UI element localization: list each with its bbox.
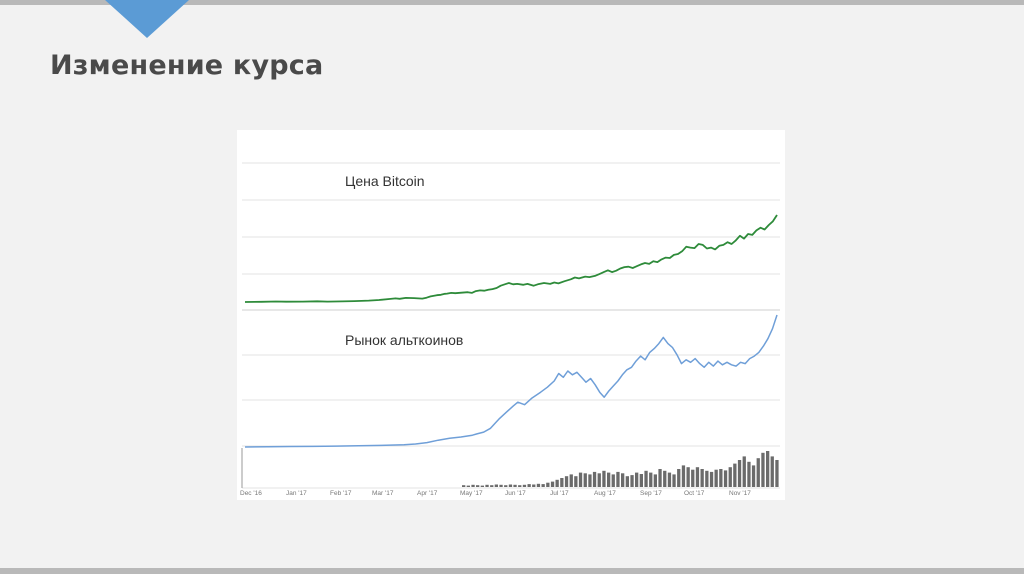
bitcoin-price-line [244, 214, 778, 303]
volume-bar [658, 469, 662, 487]
volume-bar [649, 472, 653, 487]
volume-bar [756, 458, 760, 487]
volume-bar [480, 485, 484, 487]
volume-bar [625, 476, 629, 487]
altcoin-series-label: Рынок альткоинов [345, 332, 463, 348]
x-tick-label: Dec '16 [240, 490, 262, 497]
volume-bar [532, 484, 536, 487]
x-tick-label: Sep '17 [640, 490, 662, 497]
volume-bar [616, 471, 620, 487]
volume-bar [499, 484, 503, 487]
volume-bar [588, 474, 592, 487]
volume-bar [667, 472, 672, 487]
volume-bar [574, 476, 578, 487]
volume-bar [761, 452, 765, 487]
volume-bar [686, 467, 690, 487]
volume-bar [508, 484, 513, 487]
x-tick-label: Aug '17 [594, 490, 616, 497]
x-axis-labels: Dec '16 Jan '17 Feb '17 Mar '17 Apr '17 May '… [240, 490, 751, 497]
volume-bar [695, 467, 700, 487]
volume-bar [630, 475, 634, 487]
volume-bar [578, 472, 583, 487]
altcoin-market-line [244, 314, 778, 448]
volume-bar [550, 481, 555, 487]
x-tick-label: Feb '17 [330, 490, 352, 497]
volume-bars [462, 451, 779, 487]
volume-bar [719, 469, 723, 487]
volume-bar [527, 484, 531, 487]
volume-bar [775, 460, 779, 487]
chart-panel: Цена Bitcoin Рынок альткоинов Dec '16 Jan… [237, 130, 785, 500]
volume-bar [536, 483, 541, 487]
accent-triangle-icon [105, 0, 189, 38]
grid-lines [242, 162, 780, 489]
volume-bar [569, 474, 573, 487]
volume-bar [560, 478, 564, 487]
volume-bar [733, 463, 737, 487]
volume-bar [490, 485, 494, 487]
volume-bar [513, 484, 517, 487]
volume-bar [677, 469, 681, 487]
x-tick-label: Jul '17 [550, 490, 569, 497]
x-tick-label: Oct '17 [684, 490, 705, 497]
volume-bar [607, 472, 611, 487]
volume-bar [700, 469, 704, 487]
volume-bar [663, 470, 667, 487]
volume-bar [611, 474, 615, 487]
volume-bar [546, 482, 550, 487]
volume-bar [494, 484, 498, 487]
volume-bar [714, 469, 718, 487]
volume-bar [635, 472, 639, 487]
x-tick-label: Nov '17 [729, 490, 751, 497]
volume-bar [476, 485, 480, 487]
volume-bar [742, 456, 746, 487]
top-decor-bar [0, 0, 1024, 5]
volume-bar [621, 473, 625, 487]
volume-bar [705, 470, 709, 487]
volume-bar [672, 474, 676, 487]
x-tick-label: Mar '17 [372, 490, 394, 497]
volume-bar [709, 471, 714, 487]
bottom-decor-bar [0, 568, 1024, 574]
volume-bar [737, 460, 742, 487]
x-tick-label: May '17 [460, 490, 483, 497]
volume-bar [602, 470, 606, 487]
volume-bar [681, 465, 686, 487]
x-tick-label: Jan '17 [286, 490, 307, 497]
volume-bar [691, 469, 695, 487]
volume-bar [751, 465, 756, 487]
volume-bar [466, 485, 470, 487]
volume-bar [597, 473, 601, 487]
volume-bar [471, 484, 475, 487]
volume-bar [747, 461, 751, 487]
bitcoin-series-label: Цена Bitcoin [345, 173, 425, 189]
volume-bar [583, 473, 587, 487]
volume-bar [564, 476, 569, 487]
chart-svg: Цена Bitcoin Рынок альткоинов Dec '16 Jan… [240, 162, 780, 497]
volume-bar [653, 474, 657, 487]
volume-bar [592, 471, 597, 487]
volume-bar [728, 467, 732, 487]
volume-bar [766, 451, 770, 487]
volume-bar [522, 484, 527, 487]
slide-title: Изменение курса [50, 50, 324, 81]
volume-bar [555, 479, 559, 487]
volume-bar [541, 484, 545, 487]
volume-bar [723, 470, 728, 487]
x-tick-label: Jun '17 [505, 490, 526, 497]
x-tick-label: Apr '17 [417, 490, 438, 497]
volume-bar [504, 485, 508, 487]
volume-bar [770, 456, 774, 487]
volume-bar [644, 470, 648, 487]
volume-bar [462, 485, 466, 487]
volume-bar [639, 474, 643, 487]
volume-bar [518, 485, 522, 487]
volume-bar [485, 484, 489, 487]
